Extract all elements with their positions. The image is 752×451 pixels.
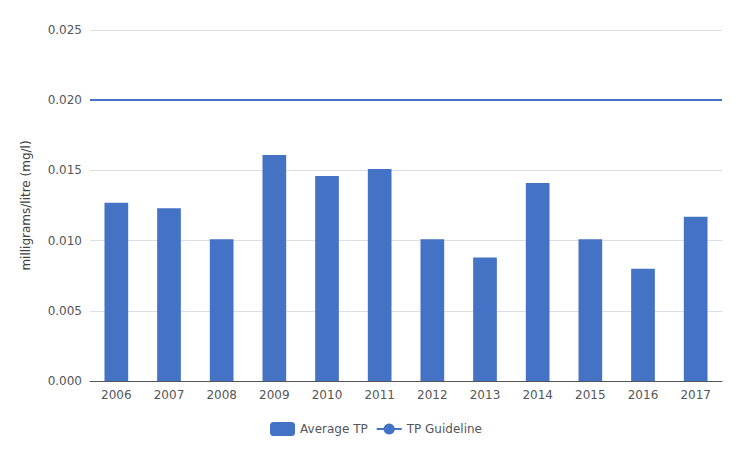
svg-text:2008: 2008 bbox=[206, 388, 237, 402]
svg-text:milligrams/litre (mg/l): milligrams/litre (mg/l) bbox=[19, 140, 33, 270]
svg-text:2014: 2014 bbox=[522, 388, 553, 402]
svg-text:2011: 2011 bbox=[364, 388, 395, 402]
svg-text:0.000: 0.000 bbox=[48, 374, 82, 388]
svg-text:0.005: 0.005 bbox=[48, 304, 82, 318]
svg-text:2016: 2016 bbox=[628, 388, 659, 402]
svg-text:2010: 2010 bbox=[312, 388, 343, 402]
svg-text:Average TP: Average TP bbox=[300, 422, 368, 436]
svg-text:2017: 2017 bbox=[680, 388, 711, 402]
svg-text:0.010: 0.010 bbox=[48, 234, 82, 248]
svg-text:2006: 2006 bbox=[101, 388, 132, 402]
svg-text:0.020: 0.020 bbox=[48, 93, 82, 107]
svg-text:0.025: 0.025 bbox=[48, 23, 82, 37]
svg-text:TP Guideline: TP Guideline bbox=[406, 422, 482, 436]
svg-text:2009: 2009 bbox=[259, 388, 290, 402]
svg-text:2007: 2007 bbox=[154, 388, 185, 402]
svg-text:2012: 2012 bbox=[417, 388, 448, 402]
svg-text:0.015: 0.015 bbox=[48, 163, 82, 177]
svg-text:2015: 2015 bbox=[575, 388, 606, 402]
svg-text:2013: 2013 bbox=[470, 388, 501, 402]
